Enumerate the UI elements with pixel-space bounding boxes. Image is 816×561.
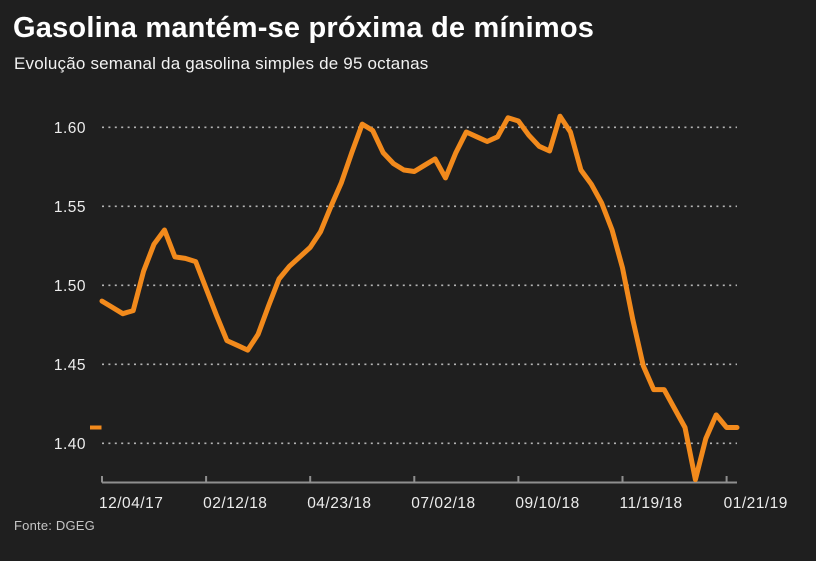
source-note: Fonte: DGEG [14,518,95,533]
chart-title: Gasolina mantém-se próxima de mínimos [13,12,595,44]
gasoline-price-line [99,113,740,483]
x-axis-tick-label: 12/04/17 [99,495,163,512]
last-value-marker [90,425,102,430]
x-axis-tick-label: 07/02/18 [411,495,475,512]
y-axis-tick-label: 1.45 [54,357,86,374]
x-axis-tick-label: 09/10/18 [515,495,579,512]
x-axis-tick-label: 04/23/18 [307,495,371,512]
x-axis-tick-label: 02/12/18 [203,495,267,512]
y-axis-tick-label: 1.40 [54,436,86,453]
chart-subtitle: Evolução semanal da gasolina simples de … [14,54,429,73]
x-axis-tick-label: 01/21/19 [724,495,788,512]
y-axis-tick-label: 1.50 [54,278,86,295]
x-axis-tick-label: 11/19/18 [619,495,682,512]
y-axis-tick-label: 1.60 [54,120,86,137]
y-axis-tick-label: 1.55 [54,199,86,216]
